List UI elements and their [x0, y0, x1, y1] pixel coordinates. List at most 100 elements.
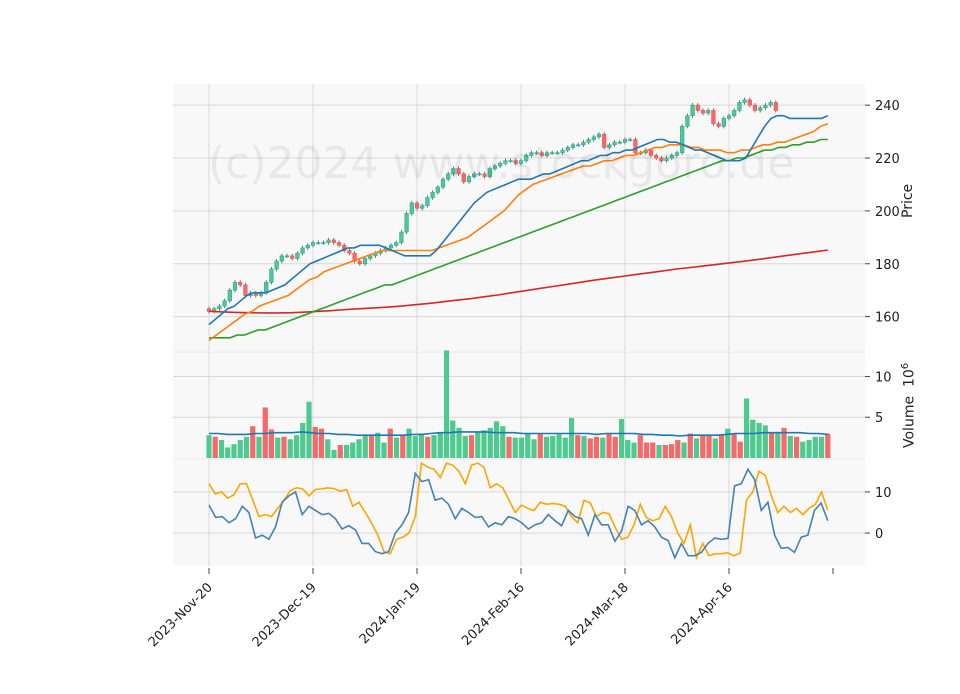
candle-body — [596, 133, 602, 138]
candle-body — [446, 173, 451, 180]
candle-body — [633, 139, 638, 154]
candle-body — [721, 118, 726, 127]
x-tick-label: 2023-Nov-20 — [146, 580, 216, 650]
candle-body — [659, 157, 664, 161]
volume-bar — [256, 436, 262, 458]
volume-bar — [543, 436, 550, 458]
volume-bar — [706, 435, 712, 458]
volume-bar — [418, 433, 425, 458]
volume-bar — [550, 435, 556, 458]
volume-bar — [656, 444, 662, 458]
volume-bar — [431, 435, 437, 458]
candle-body — [763, 104, 768, 109]
x-tick-label: 2024-Apr-16 — [668, 580, 735, 647]
volume-bar — [800, 441, 806, 458]
volume-bar — [712, 438, 718, 458]
volume-bar — [243, 436, 250, 458]
candle-body — [456, 168, 461, 175]
candle-body — [222, 300, 227, 307]
candle-body — [612, 141, 617, 146]
volume-bar — [450, 420, 456, 458]
candle-body — [472, 173, 477, 177]
candle-body — [487, 168, 492, 177]
volume-bar — [575, 435, 581, 458]
volume-axis-exp-base: 10 — [901, 369, 918, 388]
candle-body — [274, 260, 279, 270]
volume-bar — [531, 439, 537, 458]
price-axis-label: Price — [900, 183, 916, 218]
volume-bar — [412, 435, 418, 458]
volume-bar — [768, 433, 775, 458]
volume-bar — [456, 427, 462, 458]
candle-body — [503, 160, 508, 164]
candle-body — [700, 110, 706, 114]
volume-bar — [681, 442, 687, 458]
candle-body — [685, 115, 690, 127]
price-y-tick-label: 220 — [875, 152, 900, 167]
candle-body — [466, 176, 472, 183]
volume-bar — [362, 435, 368, 458]
volume-bar — [375, 432, 381, 458]
volume-bar — [600, 437, 606, 458]
volume-bar — [443, 350, 450, 458]
volume-y-tick-label: 10 — [875, 370, 892, 385]
volume-bar — [393, 437, 400, 458]
volume-bar — [631, 442, 637, 458]
candle-body — [399, 231, 404, 243]
volume-bar — [525, 433, 531, 458]
candle-body — [425, 197, 430, 206]
candle-body — [336, 242, 342, 246]
volume-bar — [718, 434, 725, 458]
volume-bar — [406, 428, 412, 458]
volume-bar — [687, 433, 693, 458]
oscillator-panel — [173, 459, 865, 566]
volume-bar — [225, 447, 231, 458]
candle-body — [742, 99, 747, 103]
volume-bar — [268, 429, 275, 458]
candle-body — [404, 213, 409, 233]
volume-axis-label: Volume 106 — [900, 363, 918, 448]
candle-body — [586, 139, 591, 143]
volume-bar — [675, 440, 681, 458]
candle-body — [690, 104, 695, 117]
volume-bar — [306, 401, 312, 458]
volume-bar — [643, 442, 650, 458]
volume-bar — [762, 425, 768, 458]
candle-body — [550, 152, 555, 155]
candle-body — [305, 244, 310, 249]
volume-bar — [331, 449, 337, 458]
volume-bar — [606, 433, 612, 458]
candle-body — [477, 173, 482, 176]
price-y-tick-label: 160 — [875, 311, 900, 326]
candle-body — [726, 115, 732, 119]
oscillator-line-a — [208, 461, 829, 561]
volume-bar — [500, 426, 506, 458]
volume-ma-line — [209, 431, 828, 437]
volume-bar — [387, 428, 393, 458]
volume-bar — [700, 435, 706, 458]
candle-body — [622, 139, 628, 143]
volume-bar — [637, 435, 643, 458]
candle-body — [482, 173, 487, 177]
volume-y-tick-label: 5 — [875, 411, 883, 426]
volume-bar — [593, 436, 600, 458]
volume-axis-exp: 6 — [900, 362, 911, 370]
volume-bar — [731, 433, 737, 458]
candle-body — [555, 152, 560, 155]
volume-bar — [231, 444, 237, 458]
volume-bar — [487, 427, 493, 458]
price-y-tick-label: 200 — [875, 205, 900, 220]
oscillator-line-b — [208, 467, 829, 560]
candle-body — [238, 281, 243, 286]
volume-bar — [787, 435, 793, 458]
osc-y-tick-label: 10 — [875, 486, 892, 501]
candle-body — [243, 284, 248, 296]
volume-bar — [668, 444, 675, 458]
candle-body — [581, 141, 586, 146]
candle-body — [544, 152, 550, 156]
candle-body — [695, 104, 700, 111]
volume-bar — [312, 427, 318, 458]
candle-body — [570, 144, 576, 148]
volume-axis-text: Volume — [901, 395, 918, 448]
candle-body — [732, 110, 737, 117]
